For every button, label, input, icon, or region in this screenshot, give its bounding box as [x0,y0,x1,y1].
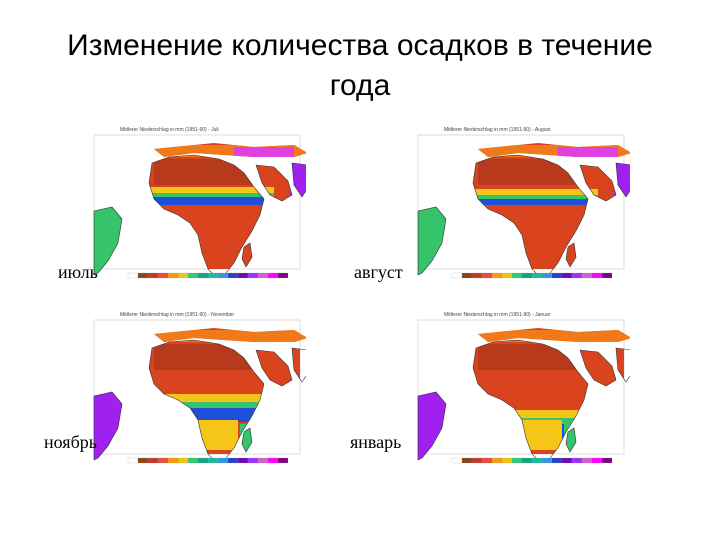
legend-swatch [147,457,159,464]
legend-swatch [461,457,473,464]
legend-swatch [581,457,593,464]
legend-swatch [237,457,249,464]
panel-title: Mittlerer Niederschlag in mm (1951-90) -… [444,127,551,133]
legend-swatch [491,272,503,279]
color-legend [127,457,289,464]
legend-swatch [127,272,139,279]
legend-swatch [267,457,279,464]
map-area [417,134,630,278]
legend-swatch [521,457,533,464]
legend-swatch [197,457,209,464]
legend-swatch [227,457,239,464]
caption-july: июль [58,262,98,282]
legend-swatch [561,457,573,464]
legend-swatch [511,457,523,464]
legend-swatch [571,272,583,279]
legend-swatch [471,272,483,279]
map-panel-july: Mittlerer Niederschlag in mm (1951-90) -… [88,123,306,295]
precipitation-map: Mittlerer Niederschlag in mm (1951-90) -… [417,312,630,464]
legend-swatch [257,272,269,279]
legend-swatch [207,272,219,279]
legend-swatch [127,457,139,464]
legend-swatch [451,272,463,279]
legend-swatch [511,272,523,279]
legend-swatch [551,272,563,279]
slide-title-line2: года [329,69,391,102]
legend-swatch [207,457,219,464]
color-legend [451,272,613,279]
caption-august: август [354,262,403,282]
precipitation-map: Mittlerer Niederschlag in mm (1951-90) -… [93,312,306,464]
precipitation-map: Mittlerer Niederschlag in mm (1951-90) -… [417,127,630,279]
map-area [93,319,306,463]
legend-swatch [541,272,553,279]
legend-swatch [217,272,229,279]
caption-november: ноябрь [44,432,97,452]
map-panel-august: Mittlerer Niederschlag in mm (1951-90) -… [412,123,630,295]
legend-swatch [167,457,179,464]
legend-swatch [471,457,483,464]
legend-swatch [541,457,553,464]
caption-january: январь [350,432,402,452]
legend-swatch [551,457,563,464]
legend-swatch [481,457,493,464]
legend-swatch [237,272,249,279]
legend-swatch [571,457,583,464]
legend-swatch [451,457,463,464]
legend-swatch [187,272,199,279]
legend-swatch [217,457,229,464]
color-legend [451,457,613,464]
legend-swatch [581,272,593,279]
legend-swatch [267,272,279,279]
slide-title: Изменение количества осадков в течение г… [0,26,720,106]
legend-swatch [531,272,543,279]
legend-swatch [461,272,473,279]
legend-swatch [601,272,613,279]
legend-swatch [247,272,259,279]
legend-swatch [531,457,543,464]
legend-swatch [227,272,239,279]
legend-swatch [137,272,149,279]
map-area [93,134,306,278]
legend-swatch [257,457,269,464]
legend-swatch [167,272,179,279]
legend-swatch [521,272,533,279]
legend-swatch [501,272,513,279]
legend-swatch [147,272,159,279]
panel-title: Mittlerer Niederschlag in mm (1951-90) -… [120,312,235,318]
legend-swatch [491,457,503,464]
color-legend [127,272,289,279]
legend-swatch [157,272,169,279]
legend-swatch [601,457,613,464]
legend-swatch [277,272,289,279]
map-panel-november: Mittlerer Niederschlag in mm (1951-90) -… [88,308,306,480]
legend-swatch [177,457,189,464]
slide-title-line1: Изменение количества осадков в течение [67,29,653,62]
panel-title: Mittlerer Niederschlag in mm (1951-90) -… [120,127,219,133]
legend-swatch [481,272,493,279]
legend-swatch [137,457,149,464]
map-panel-january: Mittlerer Niederschlag in mm (1951-90) -… [412,308,630,480]
legend-swatch [591,272,603,279]
panel-title: Mittlerer Niederschlag in mm (1951-90) -… [444,312,551,318]
legend-swatch [187,457,199,464]
legend-swatch [501,457,513,464]
legend-swatch [177,272,189,279]
legend-swatch [591,457,603,464]
precipitation-map: Mittlerer Niederschlag in mm (1951-90) -… [93,127,306,279]
legend-swatch [247,457,259,464]
legend-swatch [561,272,573,279]
map-area [417,319,630,463]
legend-swatch [157,457,169,464]
legend-swatch [277,457,289,464]
legend-swatch [197,272,209,279]
